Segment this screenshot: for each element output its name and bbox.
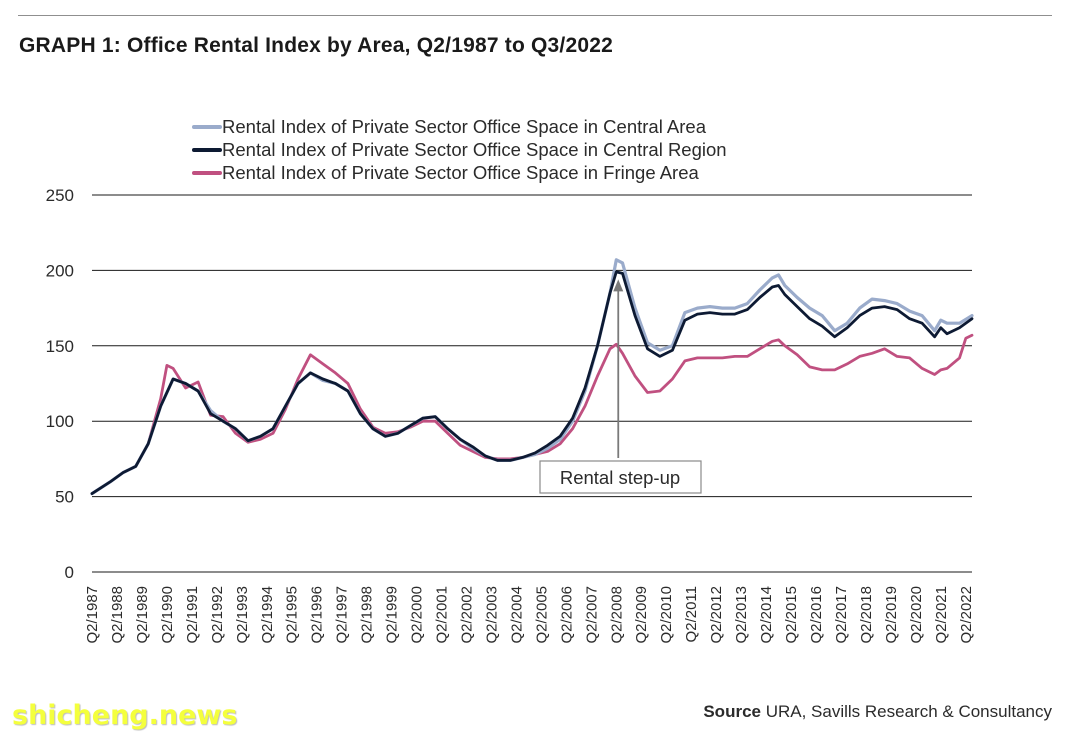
legend-label-0: Rental Index of Private Sector Office Sp… <box>222 116 707 137</box>
legend-label-2: Rental Index of Private Sector Office Sp… <box>222 162 700 183</box>
x-tick-label: Q2/2014 <box>758 586 775 644</box>
x-tick-label: Q2/2003 <box>483 586 500 644</box>
annotation-label: Rental step-up <box>560 467 680 488</box>
y-tick-label: 200 <box>46 261 74 280</box>
chart-annotation: Rental step-up <box>539 279 702 494</box>
y-tick-label: 0 <box>65 563 74 582</box>
x-tick-label: Q2/1998 <box>359 586 376 644</box>
x-axis: Q2/1987 Q2/1988 Q2/1989 Q2/1990 Q2/1991 Q2/19… <box>84 586 975 644</box>
x-tick-label: Q2/2005 <box>533 586 550 644</box>
x-tick-label: Q2/2021 <box>933 586 950 644</box>
x-tick-label: Q2/2016 <box>808 586 825 644</box>
source-text: URA, Savills Research & Consultancy <box>765 702 1052 721</box>
x-tick-label: Q2/1991 <box>184 586 201 644</box>
x-tick-label: Q2/2011 <box>683 586 700 642</box>
x-tick-label: Q2/2019 <box>883 586 900 644</box>
legend-label-1: Rental Index of Private Sector Office Sp… <box>222 139 727 160</box>
top-divider <box>18 15 1052 16</box>
x-tick-label: Q2/1996 <box>309 586 326 644</box>
y-tick-label: 150 <box>46 337 74 356</box>
x-tick-label: Q2/1990 <box>159 586 176 644</box>
x-tick-label: Q2/2007 <box>583 586 600 644</box>
x-tick-label: Q2/2008 <box>608 586 625 644</box>
series-lines <box>90 258 974 496</box>
x-tick-label: Q2/1989 <box>134 586 151 644</box>
x-tick-label: Q2/2013 <box>733 586 750 644</box>
source-note: Source URA, Savills Research & Consultan… <box>703 702 1052 722</box>
x-tick-label: Q2/1987 <box>84 586 101 644</box>
gridlines <box>92 194 972 573</box>
x-tick-label: Q2/2010 <box>658 586 675 644</box>
x-tick-label: Q2/2022 <box>958 586 975 644</box>
x-tick-label: Q2/2020 <box>908 586 925 644</box>
x-tick-label: Q2/2012 <box>708 586 725 644</box>
annotation-arrowhead <box>613 279 624 292</box>
annotation-box <box>539 460 702 494</box>
x-tick-label: Q2/2002 <box>458 586 475 644</box>
series-line-2 <box>90 333 974 495</box>
x-tick-label: Q2/2017 <box>833 586 850 644</box>
y-axis: 0 50 100 150 200 250 <box>46 186 74 582</box>
x-tick-label: Q2/2018 <box>858 586 875 644</box>
y-tick-label: 50 <box>55 488 74 507</box>
chart-legend: Rental Index of Private Sector Office Sp… <box>192 116 727 183</box>
x-tick-label: Q2/1992 <box>209 586 226 644</box>
source-label: Source <box>703 702 761 721</box>
x-tick-label: Q2/1995 <box>284 586 301 644</box>
chart-title: GRAPH 1: Office Rental Index by Area, Q2… <box>19 34 613 57</box>
x-tick-label: Q2/1999 <box>384 586 401 644</box>
x-tick-label: Q2/1988 <box>109 586 126 644</box>
x-tick-label: Q2/2015 <box>783 586 800 644</box>
x-tick-label: Q2/2000 <box>409 586 426 644</box>
y-tick-label: 100 <box>46 412 74 431</box>
x-tick-label: Q2/2004 <box>508 586 525 644</box>
x-tick-label: Q2/2009 <box>633 586 650 644</box>
y-tick-label: 250 <box>46 186 74 205</box>
x-tick-label: Q2/1993 <box>234 586 251 644</box>
x-tick-label: Q2/1994 <box>259 586 276 644</box>
series-line-1 <box>90 270 974 495</box>
watermark-logo: shicheng.news <box>12 700 238 731</box>
x-tick-label: Q2/1997 <box>334 586 351 644</box>
x-tick-label: Q2/2001 <box>434 586 451 644</box>
series-line-0 <box>90 258 974 496</box>
x-tick-label: Q2/2006 <box>558 586 575 644</box>
